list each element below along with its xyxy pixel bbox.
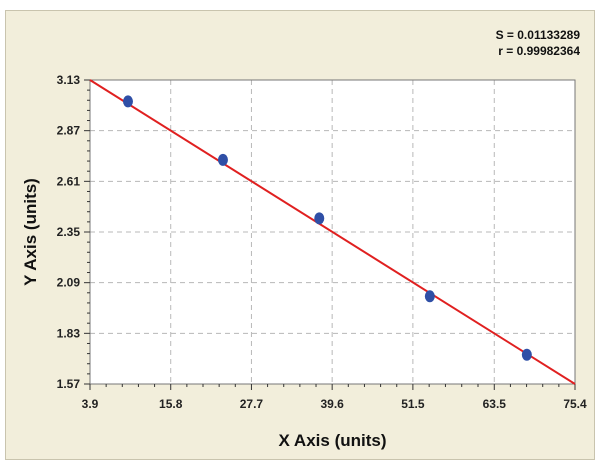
y-tick-label: 3.13 xyxy=(57,73,81,87)
fit-statistics: S = 0.01133289 r = 0.99982364 xyxy=(496,27,580,59)
data-point xyxy=(314,212,325,225)
regression-line xyxy=(89,79,576,385)
y-tick-label: 2.61 xyxy=(57,174,81,188)
data-point xyxy=(424,290,435,303)
data-point xyxy=(122,95,133,108)
r-statistic: r = 0.99982364 xyxy=(498,44,580,58)
x-tick-label: 15.8 xyxy=(159,397,183,411)
y-tick-label: 2.87 xyxy=(57,124,81,138)
x-tick-label: 63.5 xyxy=(483,397,507,411)
data-point xyxy=(217,153,228,166)
x-axis-title: X Axis (units) xyxy=(279,431,387,450)
x-tick-label: 3.9 xyxy=(82,397,99,411)
x-tick-label: 51.5 xyxy=(401,397,425,411)
y-tick-label: 2.09 xyxy=(57,276,81,290)
s-statistic: S = 0.01133289 xyxy=(495,28,580,42)
x-tick-label: 39.6 xyxy=(320,397,344,411)
x-tick-label: 27.7 xyxy=(240,397,264,411)
y-tick-label: 1.83 xyxy=(57,326,81,340)
data-point xyxy=(521,348,532,361)
y-tick-label: 2.35 xyxy=(57,225,81,239)
y-tick-label: 1.57 xyxy=(57,377,81,391)
y-axis-title: Y Axis (units) xyxy=(21,178,40,286)
x-tick-label: 75.4 xyxy=(563,397,587,411)
